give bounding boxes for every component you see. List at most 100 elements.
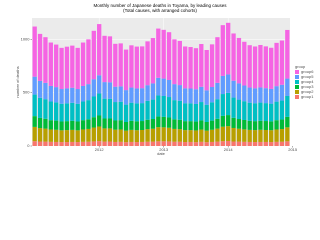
bar-segment	[269, 103, 274, 122]
bar-segment	[156, 95, 161, 117]
bar-segment	[75, 142, 80, 146]
bar-segment	[129, 129, 134, 142]
bar-segment	[274, 86, 279, 102]
bar-segment	[91, 117, 96, 128]
bar-segment	[183, 46, 188, 89]
bar-segment	[107, 36, 113, 83]
bar-segment	[37, 128, 43, 142]
bar-segment	[91, 30, 96, 80]
bar-segment	[220, 115, 225, 127]
bar-segment	[269, 88, 274, 104]
bar-segment	[113, 120, 118, 130]
bar-segment	[32, 94, 37, 117]
bar-segment	[231, 97, 236, 118]
bar-segment	[97, 75, 102, 94]
bar-segment	[172, 141, 177, 146]
bar-segment	[43, 82, 48, 100]
bar-segment	[156, 28, 161, 78]
bar-segment	[118, 86, 123, 102]
bar-segment	[199, 120, 204, 130]
bar-segment	[54, 102, 59, 121]
bar-segment	[274, 141, 279, 146]
bar-segment	[64, 130, 70, 143]
bar-segment	[75, 103, 80, 122]
bar-segment	[220, 75, 225, 95]
bar-segment	[97, 93, 102, 116]
x-tick-label: 2012	[95, 147, 105, 152]
bar-segment	[145, 41, 150, 86]
bar-segment	[97, 24, 102, 76]
bar-segment	[274, 42, 279, 87]
bar-segment	[177, 129, 182, 142]
bar-segment	[231, 117, 236, 128]
bar-segment	[226, 22, 231, 75]
bar-segment	[242, 141, 247, 146]
bar-segment	[269, 130, 274, 143]
bar-segment	[236, 128, 242, 142]
bar-segment	[242, 41, 247, 86]
bar-segment	[193, 103, 199, 122]
bar-segment	[107, 82, 113, 99]
bar-segment	[102, 82, 107, 99]
bar-segment	[80, 141, 86, 146]
bar-segment	[113, 43, 118, 87]
bar-segment	[188, 47, 193, 89]
bar-segment	[145, 141, 150, 146]
chart-subtitle: (Total causes, with arranged cohorts)	[123, 8, 197, 13]
x-tick-label: 2013	[159, 147, 169, 152]
x-axis-label: date	[157, 151, 166, 156]
bar-segment	[91, 127, 96, 142]
bar-segment	[140, 46, 145, 89]
bar-segment	[64, 88, 70, 104]
bar-segment	[80, 101, 86, 121]
bar-segment	[258, 44, 263, 88]
bar-segment	[43, 118, 48, 129]
bar-segment	[80, 129, 86, 142]
bar-segment	[199, 44, 204, 87]
bar-segment	[285, 127, 290, 142]
bar-segment	[150, 141, 156, 146]
bar-segment	[59, 89, 64, 104]
bar-segment	[48, 42, 53, 86]
legend-swatch	[295, 90, 299, 94]
bar-segment	[242, 119, 247, 130]
bar-segment	[102, 35, 107, 83]
legend-swatch	[295, 70, 299, 74]
bar-segment	[129, 45, 134, 88]
bar-segment	[263, 88, 268, 104]
bar-segment	[59, 121, 64, 131]
bar-segment	[91, 79, 96, 97]
bar-segment	[193, 130, 199, 143]
bar-segment	[274, 120, 279, 130]
bar-segment	[226, 115, 231, 127]
bar-segment	[86, 119, 91, 129]
bar-segment	[75, 130, 80, 143]
bar-segment	[75, 47, 80, 90]
bar-segment	[145, 129, 150, 142]
bar-segment	[123, 90, 129, 105]
bar-segment	[97, 141, 102, 146]
bar-segment	[54, 87, 59, 103]
bar-segment	[37, 80, 43, 98]
bar-segment	[150, 38, 156, 84]
bar-segment	[263, 141, 268, 146]
bar-segment	[204, 50, 209, 91]
bar-segment	[269, 142, 274, 146]
bar-segment	[156, 127, 161, 142]
bar-segment	[183, 121, 188, 131]
bar-segment	[252, 46, 258, 89]
bar-segment	[236, 37, 242, 84]
bar-segment	[263, 103, 268, 122]
bar-segment	[199, 141, 204, 146]
bar-segment	[177, 119, 182, 130]
bar-segment	[145, 100, 150, 120]
bar-segment	[172, 100, 177, 120]
bar-segment	[118, 141, 123, 146]
bar-segment	[54, 129, 59, 142]
bar-segment	[242, 85, 247, 102]
bar-segment	[134, 142, 139, 146]
bar-segment	[226, 140, 231, 146]
bar-segment	[43, 99, 48, 119]
bar-segment	[220, 25, 225, 76]
bar-segment	[204, 130, 209, 143]
